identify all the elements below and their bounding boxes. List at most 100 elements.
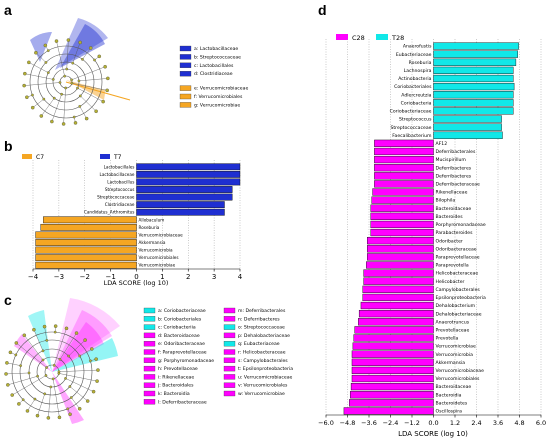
- tree-node: [58, 357, 62, 361]
- tree-node: [32, 327, 36, 332]
- tree-node: [84, 116, 89, 121]
- bar: [433, 42, 519, 50]
- tree-node: [23, 71, 27, 76]
- legend-item: d: Bacteroidaceae: [158, 333, 200, 339]
- tick-label: 3: [212, 273, 216, 281]
- legend-item: s: Campylobacterales: [238, 358, 288, 364]
- bar-label: Prevotellaceae: [436, 327, 470, 333]
- bar: [350, 383, 434, 391]
- legend-item: m: Deferribacterales: [238, 308, 286, 314]
- tree-branch: [33, 329, 44, 351]
- tree-node: [94, 109, 98, 114]
- tree-node: [5, 361, 9, 365]
- tree-node: [30, 105, 35, 110]
- bar-label: Deferribacteres: [436, 165, 472, 171]
- bar: [136, 163, 241, 171]
- bar: [433, 58, 517, 66]
- tree-node: [27, 60, 31, 65]
- chart-d: C28 T28 Anaerofustis Eubacteriaceae Rosebu…: [318, 34, 546, 438]
- tree-node: [76, 86, 79, 90]
- tree-node: [97, 54, 102, 59]
- chart-d-category-labels: Anaerofustis Eubacteriaceae Roseburia Lachn…: [390, 44, 486, 415]
- tree-node: [41, 349, 45, 353]
- legend-c: a: Coriobacteriaceae b: Coriobacteriales c…: [143, 307, 293, 405]
- bar-label: Candidatus_Arthromitus: [84, 210, 135, 215]
- tree-node: [19, 364, 22, 367]
- legend-c7-swatch: [22, 154, 32, 159]
- tree-node: [89, 359, 92, 363]
- tree-node: [93, 58, 96, 62]
- bar: [366, 261, 434, 269]
- tick-label: −2.4: [383, 419, 399, 427]
- tree-branch: [80, 95, 97, 112]
- panel-label-d: d: [318, 2, 327, 18]
- bar-label: Coriobacteriaceae: [390, 109, 432, 115]
- bar: [433, 131, 503, 139]
- tree-branch: [54, 328, 67, 366]
- tree-ring: [29, 45, 103, 119]
- tree-node: [106, 76, 110, 81]
- bar: [433, 123, 502, 131]
- bar-label: Porphyromonadaceae: [436, 222, 486, 228]
- tree-node: [36, 374, 39, 378]
- tree-branch: [44, 326, 48, 341]
- tree-branch: [82, 47, 91, 60]
- tree-branch: [24, 73, 54, 80]
- bar: [358, 310, 434, 318]
- legend-t7-swatch: [100, 154, 110, 159]
- bar: [136, 193, 233, 201]
- tree-branch: [71, 66, 106, 81]
- tree-node: [52, 96, 56, 100]
- tree-node: [68, 412, 72, 417]
- tree-node: [66, 38, 71, 42]
- tree-node: [67, 354, 70, 358]
- chart-d-tick-labels: −6.0 −4.8 −3.6 −2.4 −1.2 0.0 1.2 2.4 3.6 4.8 6.0: [318, 419, 546, 427]
- tick-label: −1: [105, 273, 115, 281]
- tree-branch: [52, 378, 60, 418]
- tree-node: [10, 393, 14, 397]
- bar-label: Lactobacillales: [104, 164, 135, 169]
- bar: [40, 223, 137, 231]
- bar-label: Actinobacteria: [398, 76, 431, 82]
- bar-label: Roseburia: [409, 60, 432, 66]
- tree-branch: [7, 376, 38, 386]
- legend-item: g: Verrucomicrobiae: [194, 102, 240, 108]
- tree-branch: [72, 42, 81, 64]
- bar: [351, 358, 434, 366]
- bar: [433, 82, 515, 91]
- legend-swatch: [179, 45, 192, 52]
- tick-label: −4: [28, 273, 39, 281]
- tree-node: [96, 368, 100, 372]
- bar-label: AF12: [436, 141, 448, 147]
- legend-item: d: Clostridiaceae: [194, 71, 233, 77]
- bar: [352, 342, 434, 350]
- tree-node: [101, 99, 105, 104]
- bar-label: Prevotella: [436, 336, 459, 342]
- chart-b-bars: [35, 163, 241, 269]
- tree-node: [65, 67, 69, 71]
- bar: [35, 254, 137, 262]
- tick-label: 4: [238, 273, 243, 281]
- tree-node: [34, 50, 38, 55]
- tree-node: [63, 74, 66, 78]
- clade-highlight-bacteroidetes: [52, 298, 120, 372]
- tick-label: 3.6: [493, 419, 503, 427]
- bar: [372, 188, 434, 196]
- bar-label: Verrucomicrobiales: [436, 376, 481, 382]
- bar: [367, 245, 434, 253]
- tree-branch: [71, 397, 80, 409]
- tree-node: [4, 372, 8, 376]
- tree-node: [78, 94, 82, 98]
- tree-node: [22, 333, 27, 338]
- bar-label: Bacteroidaceae: [436, 384, 472, 390]
- tree-node: [14, 353, 18, 357]
- legend-swatch: [179, 102, 192, 108]
- tree-node: [21, 398, 25, 402]
- legend-item: f: Verrucomicrobiales: [194, 94, 243, 100]
- tree-branch: [27, 398, 36, 412]
- legend-swatch: [179, 62, 192, 68]
- bar-label: Verrucomicrobiaceae: [436, 368, 485, 374]
- tree-branch: [71, 82, 108, 91]
- tick-label: 4.8: [514, 419, 524, 427]
- bar-label: Anaerofustis: [403, 44, 432, 50]
